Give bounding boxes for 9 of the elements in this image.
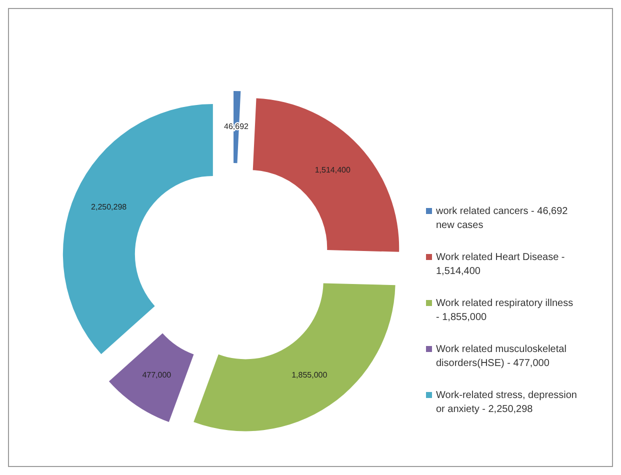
- legend-label: work related cancers - 46,692 new cases: [435, 206, 568, 231]
- legend-label: Work related musculoskeletal disorders(HSE) - 477,000: [436, 344, 566, 369]
- data-label: 1,855,000: [292, 370, 328, 380]
- data-label: 477,000: [142, 370, 172, 380]
- legend-label: Work related respiratory illness - 1,855,000: [436, 298, 574, 323]
- legend-label: Work-related stress, depression or anxiety - 2,250,298: [436, 390, 577, 415]
- data-label: 2,250,298: [91, 202, 128, 212]
- legend-label: Work related Heart Disease - 1,514,400: [436, 252, 565, 277]
- data-label: 1,514,400: [314, 166, 351, 175]
